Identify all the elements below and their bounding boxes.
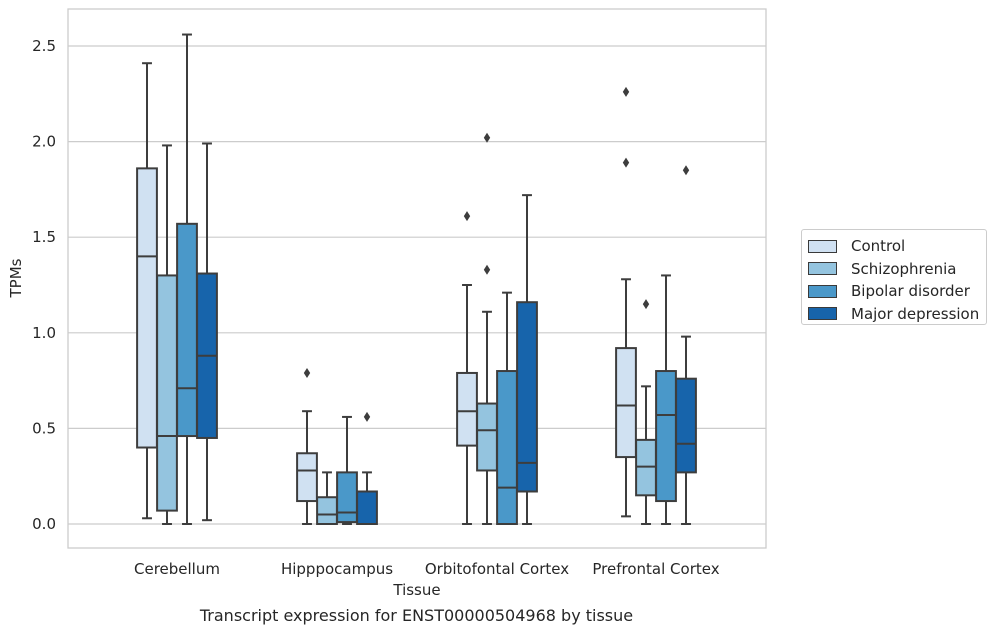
legend-item: Major depression: [808, 303, 986, 326]
box-2-2: [496, 291, 518, 526]
iqr-box: [615, 347, 637, 459]
iqr-box: [156, 274, 178, 512]
outlier-point: [303, 367, 311, 378]
iqr-box: [496, 370, 518, 526]
outlier-point: [483, 264, 491, 275]
iqr-box: [176, 222, 198, 438]
iqr-box: [136, 167, 158, 449]
outlier-point: [622, 86, 630, 97]
legend-swatch: [808, 239, 837, 253]
iqr-box: [655, 370, 677, 503]
iqr-box: [456, 371, 478, 447]
x-tick-label: Hipppocampus: [281, 560, 393, 578]
boxes-layer: [136, 33, 697, 526]
x-tick-label: Cerebellum: [134, 560, 220, 578]
legend-label: Schizophrenia: [851, 259, 957, 278]
box-2-3: [516, 194, 538, 525]
box-1-3: [356, 411, 378, 526]
y-tick-label: 1.5: [32, 228, 56, 246]
plot-area-frame: [67, 8, 767, 549]
legend-item: Control: [808, 235, 986, 258]
y-tick-label: 1.0: [32, 324, 56, 342]
box-0-0: [136, 62, 158, 520]
box-3-1: [635, 299, 657, 525]
iqr-box: [675, 377, 697, 474]
box-1-1: [316, 471, 338, 525]
box-3-3: [675, 165, 697, 525]
chart-caption: Transcript expression for ENST0000050496…: [199, 606, 634, 625]
y-tick-label: 0.5: [32, 419, 56, 437]
y-tick-label: 0.0: [32, 515, 56, 533]
box-1-2: [336, 415, 358, 525]
legend-label: Control: [851, 237, 906, 256]
x-axis-ticks: Cerebellum Hipppocampus Orbitofontal Corte…: [134, 560, 720, 578]
x-tick-label: Prefrontal Cortex: [592, 560, 719, 578]
x-tick-label: Orbitofontal Cortex: [425, 560, 569, 578]
legend-item: Schizophrenia: [808, 258, 986, 281]
outlier-point: [463, 211, 471, 222]
box-3-0: [615, 86, 637, 518]
iqr-box: [356, 490, 378, 526]
box-1-0: [296, 367, 318, 525]
iqr-box: [336, 471, 358, 524]
outlier-point: [682, 165, 690, 176]
box-0-1: [156, 144, 178, 525]
y-tick-label: 2.0: [32, 133, 56, 151]
iqr-box: [316, 496, 338, 525]
box-2-1: [476, 132, 498, 525]
iqr-box: [476, 402, 498, 472]
legend-label: Bipolar disorder: [851, 282, 970, 301]
outlier-point: [642, 299, 650, 310]
iqr-box: [296, 452, 318, 503]
box-0-2: [176, 33, 198, 525]
legend-item: Bipolar disorder: [808, 280, 986, 303]
x-axis-label: Tissue: [392, 581, 440, 599]
box-3-2: [655, 274, 677, 525]
y-axis-ticks: 0.0 0.5 1.0 1.5 2.0 2.5: [32, 37, 56, 533]
y-axis-label: TPMs: [7, 258, 25, 298]
legend-label: Major depression: [851, 304, 980, 323]
legend-swatch: [808, 307, 837, 321]
outlier-point: [363, 411, 371, 422]
box-0-3: [196, 142, 218, 522]
iqr-box: [516, 301, 538, 493]
legend-swatch: [808, 284, 837, 298]
legend-swatch: [808, 262, 837, 276]
outlier-point: [483, 132, 491, 143]
y-tick-label: 2.5: [32, 37, 56, 55]
box-2-0: [456, 211, 478, 525]
legend: Control Schizophrenia Bipolar disorder Majo…: [801, 229, 987, 325]
outlier-point: [622, 157, 630, 168]
